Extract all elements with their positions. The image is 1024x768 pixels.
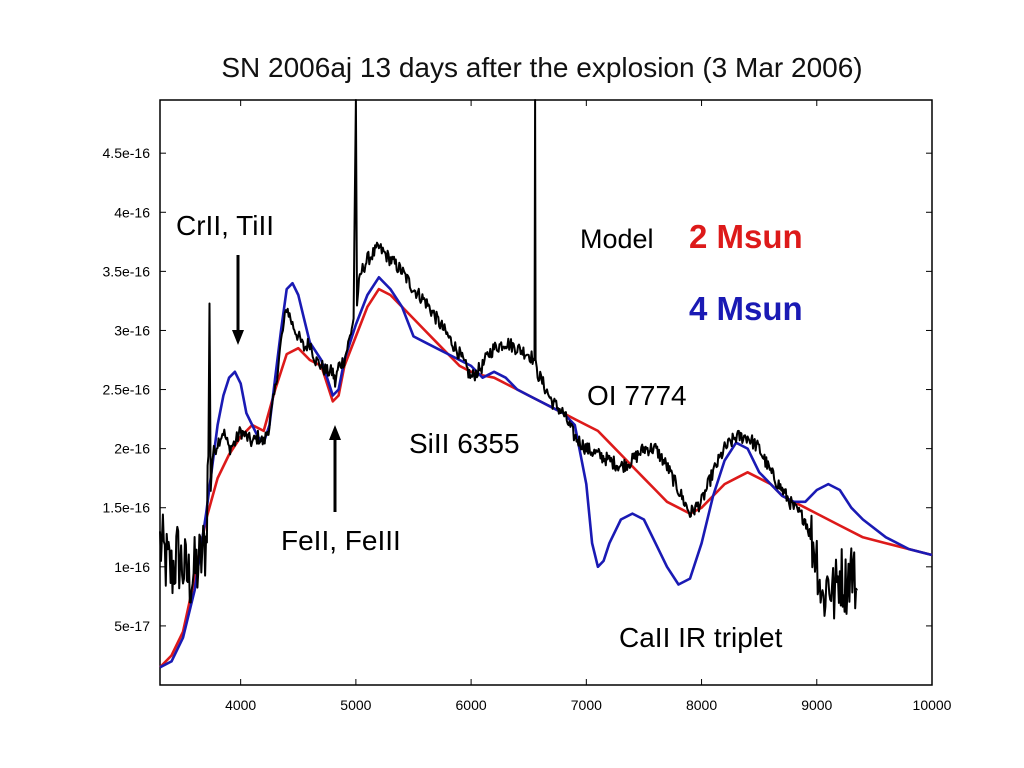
y-tick-label: 2e-16 xyxy=(114,441,150,457)
y-tick-label: 1e-16 xyxy=(114,559,150,575)
x-tick-label: 4000 xyxy=(225,697,256,713)
y-tick-label: 2.5e-16 xyxy=(103,382,151,398)
y-tick-label: 1.5e-16 xyxy=(103,500,151,516)
x-tick-label: 10000 xyxy=(913,697,952,713)
plot-frame xyxy=(159,99,933,686)
x-tick-label: 5000 xyxy=(340,697,371,713)
x-tick-label: 9000 xyxy=(801,697,832,713)
annotation-fe: FeII, FeIII xyxy=(281,525,401,556)
x-tick-label: 6000 xyxy=(456,697,487,713)
chart-title: SN 2006aj 13 days after the explosion (3… xyxy=(221,52,863,83)
annotation-si: SiII 6355 xyxy=(409,428,520,459)
arrow-fe xyxy=(329,425,341,512)
y-tick-label: 3e-16 xyxy=(114,322,150,338)
x-axis: 4000 5000 6000 7000 8000 9000 10000 xyxy=(225,100,952,713)
x-tick-label: 8000 xyxy=(686,697,717,713)
annotation-ca: CaII IR triplet xyxy=(619,622,783,653)
arrow-crti xyxy=(232,255,244,345)
series-line-2-msun xyxy=(159,287,933,669)
y-axis: 5e-17 1e-16 1.5e-16 2e-16 2.5e-16 3e-16 3.5e-1… xyxy=(103,145,932,634)
y-tick-label: 3.5e-16 xyxy=(103,263,151,279)
annotation-oi: OI 7774 xyxy=(587,380,687,411)
series-layer xyxy=(159,99,933,669)
legend-4msun: 4 Msun xyxy=(689,290,803,327)
x-tick-label: 7000 xyxy=(571,697,602,713)
series-line-observed xyxy=(159,99,858,620)
series-line-4-msun xyxy=(159,275,933,669)
annotation-crti: CrII, TiII xyxy=(176,210,274,241)
legend-2msun: 2 Msun xyxy=(689,218,803,255)
y-tick-label: 4.5e-16 xyxy=(103,145,151,161)
y-tick-label: 4e-16 xyxy=(114,204,150,220)
legend-model-label: Model xyxy=(580,224,654,254)
y-tick-label: 5e-17 xyxy=(114,618,150,634)
